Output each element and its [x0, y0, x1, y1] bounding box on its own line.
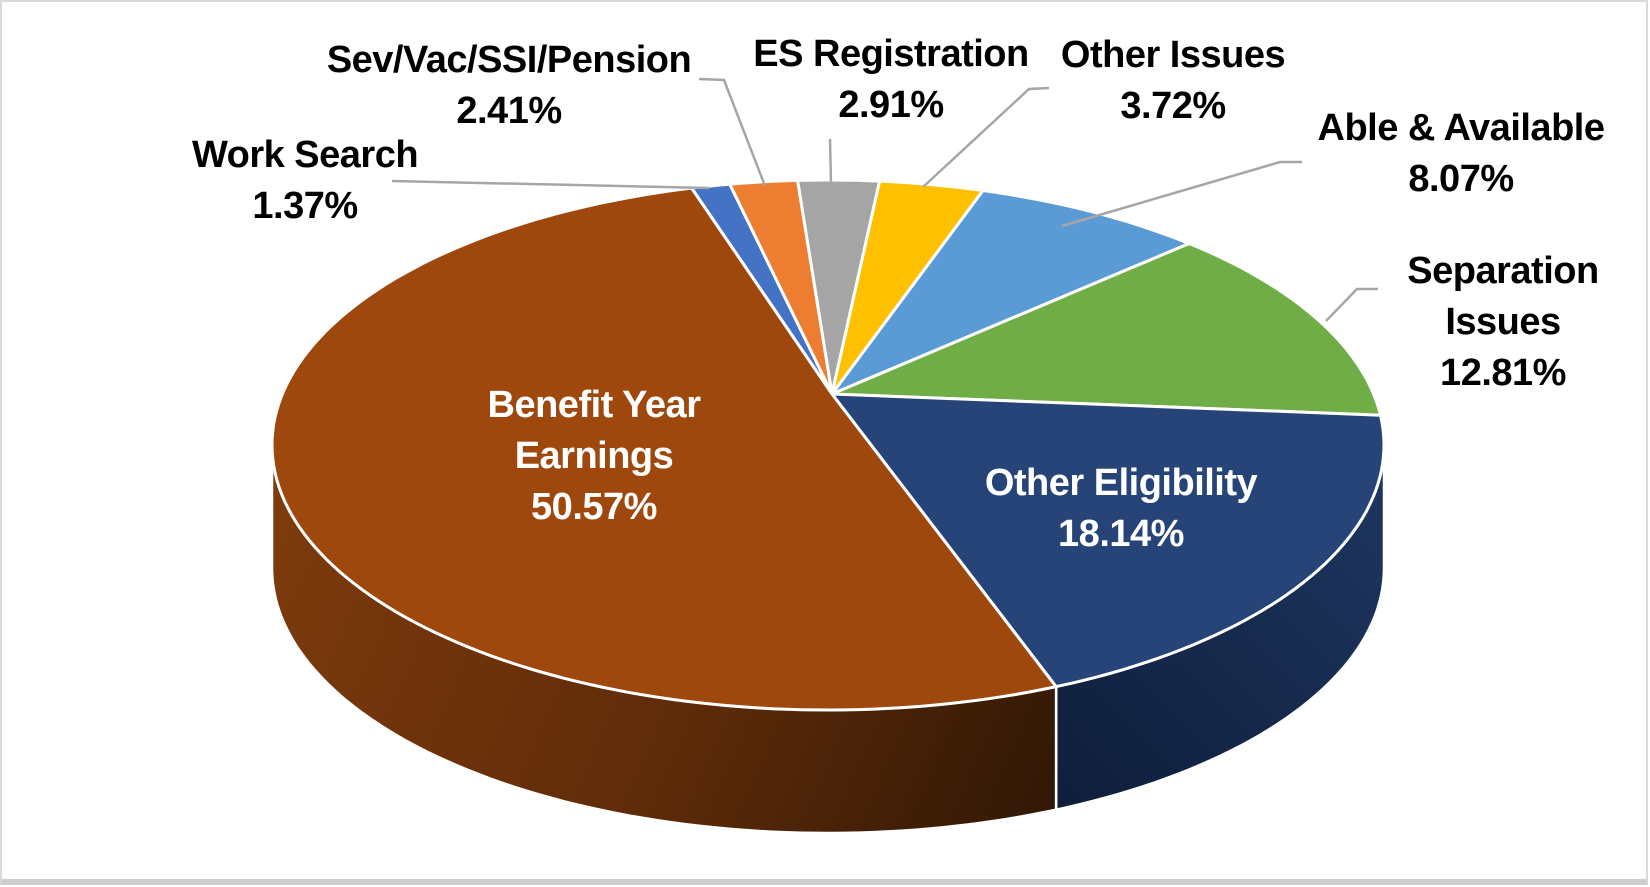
- leader-line-other-issues: [922, 86, 1050, 188]
- label-text: Earnings: [514, 435, 674, 477]
- label-pct: 18.14%: [1058, 513, 1184, 555]
- label-pct: 8.07%: [1408, 158, 1514, 200]
- label-pct: 50.57%: [531, 486, 657, 528]
- label-text: Other Issues: [1060, 34, 1286, 76]
- leader-line-es-registration: [828, 138, 833, 184]
- label-pct: 12.81%: [1440, 352, 1566, 394]
- label-text: Able & Available: [1317, 107, 1605, 149]
- data-label-benefit-year-earnings: Benefit Year Earnings 50.57%: [488, 380, 701, 533]
- label-text: Work Search: [191, 134, 419, 176]
- data-label-separation-issues: Separation Issues 12.81%: [1407, 246, 1599, 399]
- pie-slice-sev-vac-ssi-pension[interactable]: [728, 178, 834, 396]
- label-pct: 2.41%: [456, 90, 562, 132]
- leader-line-work-search: [391, 179, 710, 190]
- pie-slices: [270, 178, 1386, 712]
- data-label-es-registration: ES Registration 2.91%: [753, 29, 1029, 131]
- leader-line-able-available: [1061, 160, 1302, 228]
- data-label-sev-vac-ssi-pension: Sev/Vac/SSI/Pension 2.41%: [326, 35, 692, 137]
- label-text: Separation: [1407, 250, 1599, 292]
- data-label-other-eligibility: Other Eligibility 18.14%: [984, 458, 1258, 560]
- pie-slice-able-available[interactable]: [830, 189, 1191, 396]
- label-pct: 1.37%: [252, 185, 358, 227]
- pie-slice-separation-issues[interactable]: [830, 242, 1382, 417]
- label-pct: 3.72%: [1120, 85, 1226, 127]
- data-label-work-search: Work Search 1.37%: [191, 130, 419, 232]
- label-text: Sev/Vac/SSI/Pension: [326, 39, 692, 81]
- leader-lines: [391, 77, 1378, 322]
- data-label-other-issues: Other Issues 3.72%: [1060, 30, 1286, 132]
- pie-slice-other-eligibility[interactable]: [830, 392, 1386, 689]
- pie-slice-es-registration[interactable]: [796, 178, 882, 396]
- label-text: Issues: [1445, 301, 1561, 343]
- leader-line-sev-vac-ssi-pension: [698, 77, 767, 187]
- pie-slice-benefit-year-earnings[interactable]: [270, 186, 1058, 712]
- label-text: ES Registration: [753, 33, 1029, 75]
- data-label-able-available: Able & Available 8.07%: [1318, 103, 1605, 205]
- leader-line-separation-issues: [1325, 287, 1378, 322]
- label-pct: 2.91%: [838, 84, 944, 126]
- label-text: Other Eligibility: [984, 462, 1258, 504]
- label-text: Benefit Year: [487, 384, 701, 426]
